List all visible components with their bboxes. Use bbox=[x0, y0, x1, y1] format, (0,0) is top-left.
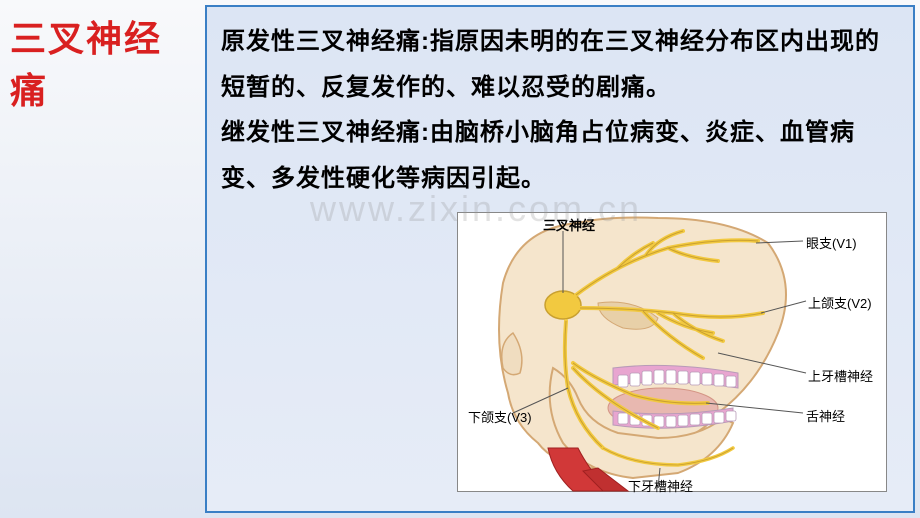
label-ophthalmic: 眼支(V1) bbox=[806, 233, 857, 252]
label-maxillary: 上颌支(V2) bbox=[808, 293, 872, 312]
label-lower-alveolar: 下牙槽神经 bbox=[628, 476, 693, 495]
label-lingual: 舌神经 bbox=[806, 406, 845, 425]
content-box: 原发性三叉神经痛:指原因未明的在三叉神经分布区内出现的短暂的、反复发作的、难以忍… bbox=[205, 5, 915, 513]
label-mandibular: 下颌支(V3) bbox=[468, 407, 532, 426]
label-upper-alveolar: 上牙槽神经 bbox=[808, 366, 873, 385]
paragraph-primary: 原发性三叉神经痛:指原因未明的在三叉神经分布区内出现的短暂的、反复发作的、难以忍… bbox=[221, 19, 899, 110]
page-title: 三叉神经痛 bbox=[10, 10, 195, 114]
nerve-anatomy-svg bbox=[458, 213, 888, 493]
sidebar: 三叉神经痛 bbox=[10, 10, 195, 114]
paragraph-secondary: 继发性三叉神经痛:由脑桥小脑角占位病变、炎症、血管病变、多发性硬化等病因引起。 bbox=[221, 110, 899, 201]
trigeminal-diagram: 三叉神经 眼支(V1) 上颌支(V2) 上牙槽神经 舌神经 下颌支(V3) 下牙… bbox=[457, 212, 887, 492]
label-trigeminal: 三叉神经 bbox=[543, 215, 595, 234]
